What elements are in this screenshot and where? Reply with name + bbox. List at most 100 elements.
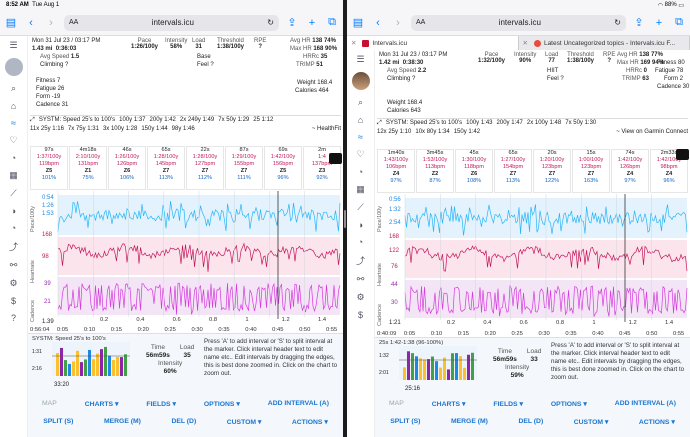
- settings-icon[interactable]: ⚙: [356, 292, 365, 302]
- close-tab-icon[interactable]: ✕: [351, 40, 357, 47]
- interval-chip[interactable]: 200y 1:42: [149, 117, 176, 123]
- interval-block[interactable]: 69s 1:42/100y 156bpm Z5 96%: [264, 146, 302, 190]
- interval-chip[interactable]: 12x 25y 1:10: [377, 129, 412, 135]
- interval-chip[interactable]: 10x 80y 1:34: [415, 129, 450, 135]
- rpe-stat[interactable]: RPE?: [603, 52, 616, 64]
- back-icon[interactable]: ‹: [376, 16, 380, 29]
- options-button[interactable]: OPTIONS ▾: [203, 401, 240, 408]
- interval-minichart[interactable]: 25s 1:42-1:38 (96-100%) 25:16 1:32 2:01: [379, 340, 479, 396]
- forward-icon[interactable]: ›: [396, 16, 400, 29]
- source-link[interactable]: ~ View on Garmin Connect: [616, 129, 688, 135]
- interval-block[interactable]: 45s 1:30/100y 118bpm Z6 108%: [455, 149, 493, 193]
- mini-chart-svg[interactable]: [32, 342, 132, 382]
- tab-forum[interactable]: ✕ Latest Uncategorized topics - Interval…: [519, 36, 690, 50]
- home-icon[interactable]: ⌂: [10, 101, 17, 111]
- merge-button[interactable]: MERGE (M): [103, 418, 141, 425]
- new-tab-icon[interactable]: +: [655, 16, 663, 29]
- interval-chip[interactable]: 11x 25y 1:16: [30, 126, 64, 132]
- interval-block[interactable]: 4m18s 2:10/100y 131bpm Z1 75%: [69, 146, 107, 190]
- interval-block[interactable]: 46s 1:26/100y 126bpm Z6 106%: [108, 146, 146, 190]
- climbing[interactable]: Climbing ?: [40, 62, 69, 68]
- watch2-icon[interactable]: ◔: [10, 223, 17, 233]
- map-button[interactable]: MAP: [42, 400, 57, 407]
- heart-icon[interactable]: ♡: [9, 135, 18, 145]
- interval-block[interactable]: 65s 1:28/100y 145bpm Z7 113%: [147, 146, 185, 190]
- search-icon[interactable]: ⌕: [357, 97, 364, 107]
- share-icon[interactable]: ⇪: [634, 17, 644, 29]
- split-button[interactable]: SPLIT (S): [390, 418, 421, 425]
- interval-block[interactable]: 65s 1:27/100y 154bpm Z7 113%: [494, 149, 532, 193]
- charts-button[interactable]: CHARTS ▾: [84, 401, 119, 408]
- split-view-divider[interactable]: [343, 0, 347, 437]
- interval-chip[interactable]: 150y 1:42: [453, 129, 481, 135]
- compare-icon[interactable]: ⚯: [356, 274, 365, 284]
- swim-icon[interactable]: ≈: [358, 132, 363, 142]
- share-icon[interactable]: ⇪: [287, 17, 297, 29]
- avatar[interactable]: [4, 58, 23, 76]
- help-icon[interactable]: ?: [10, 313, 16, 323]
- delete-button[interactable]: DEL (D): [171, 418, 197, 425]
- feel[interactable]: Feel ?: [197, 62, 214, 68]
- interval-block[interactable]: 15s 1:00/100y 123bpm Z7 163%: [572, 149, 610, 193]
- heart-icon[interactable]: ♡: [356, 149, 365, 159]
- climbing[interactable]: Climbing ?: [387, 76, 416, 82]
- interval-block[interactable]: 97s 1:37/100y 119bpm Z5 101%: [30, 146, 68, 190]
- dollar-icon[interactable]: $: [10, 296, 16, 306]
- interval-chip[interactable]: 7x 75y 1:31: [67, 126, 99, 132]
- interval-block[interactable]: 74s 1:42/100y 126bpm Z4 97%: [611, 149, 649, 193]
- search-icon[interactable]: ⌕: [10, 83, 17, 93]
- interval-chip[interactable]: 2x 100y 1:48: [526, 120, 562, 126]
- charts-button[interactable]: CHARTS ▾: [431, 401, 466, 408]
- actions-button[interactable]: ACTIONS ▾: [291, 419, 328, 426]
- delete-button[interactable]: DEL (D): [518, 418, 544, 425]
- mini-chart-svg[interactable]: [379, 346, 479, 386]
- custom-button[interactable]: CUSTOM ▾: [573, 419, 609, 426]
- interval-block[interactable]: 87s 1:29/100y 155bpm Z7 111%: [225, 146, 263, 190]
- address-bar[interactable]: AA intervals.icu ↻: [411, 14, 626, 31]
- tabs-icon[interactable]: ⧉: [328, 16, 336, 28]
- feel[interactable]: Feel ?: [547, 76, 564, 82]
- avatar[interactable]: [351, 72, 370, 90]
- interval-block[interactable]: 20s 1:20/100y 123bpm Z7 122%: [533, 149, 571, 193]
- fields-button[interactable]: FIELDS ▾: [493, 401, 523, 408]
- forward-icon[interactable]: ›: [49, 16, 53, 29]
- fields-button[interactable]: FIELDS ▾: [146, 401, 176, 408]
- interval-chip[interactable]: 200y 1:47: [496, 120, 523, 126]
- options-button[interactable]: OPTIONS ▾: [550, 401, 587, 408]
- swim-icon[interactable]: ≈: [11, 118, 16, 128]
- weight[interactable]: Weight 168.4: [387, 100, 423, 106]
- interval-block[interactable]: 22s 1:28/100y 127bpm Z7 112%: [186, 146, 224, 190]
- reader-aa-button[interactable]: AA: [69, 19, 79, 26]
- gauge-icon[interactable]: ◑: [357, 220, 364, 230]
- interval-chip[interactable]: 2x 249y 1:49: [179, 117, 215, 123]
- activity-chart-svg[interactable]: [28, 191, 343, 326]
- actions-button[interactable]: ACTIONS ▾: [638, 419, 675, 426]
- interval-chip[interactable]: 7x 50y 1:29: [218, 117, 250, 123]
- activity-chart[interactable]: [28, 191, 343, 326]
- sidebar-icon[interactable]: ▤: [5, 17, 17, 29]
- merge-button[interactable]: MERGE (M): [450, 418, 488, 425]
- new-tab-icon[interactable]: +: [308, 16, 316, 29]
- sidebar-icon[interactable]: ▤: [352, 17, 364, 29]
- reader-aa-button[interactable]: AA: [416, 19, 426, 26]
- chart-icon[interactable]: ⟋: [10, 188, 17, 198]
- url-text[interactable]: intervals.icu: [151, 18, 194, 27]
- watch2-icon[interactable]: ◔: [357, 237, 364, 247]
- interval-chip[interactable]: 25 1:12: [253, 117, 274, 123]
- activity-chart-svg[interactable]: [375, 194, 690, 328]
- watch-icon[interactable]: ◔: [10, 153, 17, 163]
- add-interval-button[interactable]: ADD INTERVAL (A): [267, 400, 329, 407]
- chart-icon[interactable]: ⟋: [357, 202, 364, 212]
- interval-minichart[interactable]: SYSTM: Speed 25's to 100's 33:20 1:31 2:…: [32, 336, 132, 392]
- interval-chip[interactable]: 7x 50y 1:30: [565, 120, 597, 126]
- activity-chart[interactable]: [375, 194, 690, 328]
- url-text[interactable]: intervals.icu: [498, 18, 541, 27]
- map-button[interactable]: MAP: [389, 400, 404, 407]
- gauge-icon[interactable]: ◑: [10, 206, 17, 216]
- settings-icon[interactable]: ⚙: [9, 278, 18, 288]
- tab-intervals[interactable]: ✕ Intervals.icu: [347, 36, 519, 50]
- calendar-icon[interactable]: ▦: [356, 184, 365, 194]
- add-interval-button[interactable]: ADD INTERVAL (A): [614, 400, 676, 407]
- back-icon[interactable]: ‹: [29, 16, 33, 29]
- address-bar[interactable]: AA intervals.icu ↻: [64, 14, 279, 31]
